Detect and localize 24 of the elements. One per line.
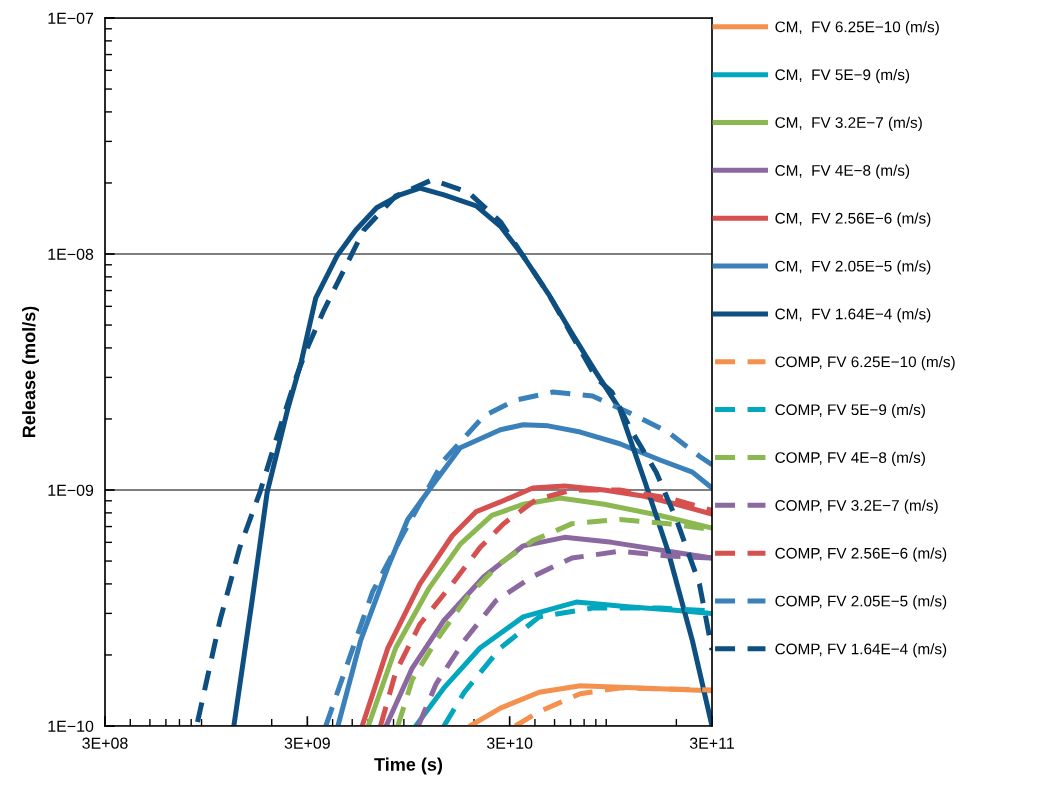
- legend-label: COMP, FV 3.2E−7 (m/s): [775, 499, 938, 514]
- legend-label: COMP, FV 6.25E−10 (m/s): [775, 356, 955, 371]
- y-axis-title: Release (mol/s): [22, 306, 39, 438]
- legend-label: COMP, FV 2.05E−5 (m/s): [775, 595, 947, 610]
- legend-label: CM, FV 4E−8 (m/s): [775, 164, 910, 179]
- legend-label: COMP, FV 5E−9 (m/s): [775, 403, 925, 419]
- legend-label: CM, FV 2.05E−5 (m/s): [775, 260, 931, 275]
- legend-label: COMP, FV 2.56E−6 (m/s): [775, 547, 947, 562]
- y-tick-label: 1E−10: [48, 720, 94, 732]
- x-tick-label: 3E+09: [284, 737, 330, 749]
- legend-label: COMP, FV 1.64E−4 (m/s): [775, 643, 947, 658]
- legend-label: CM, FV 3.2E−7 (m/s): [775, 116, 922, 131]
- y-tick-label: 1E−09: [48, 484, 94, 496]
- legend-label: CM, FV 1.64E−4 (m/s): [775, 308, 931, 323]
- x-axis-title: Time (s): [374, 757, 443, 775]
- legend-label: CM, FV 2.56E−6 (m/s): [775, 212, 931, 227]
- x-tick-label: 3E+08: [82, 737, 128, 749]
- legend-label: CM, FV 5E−9 (m/s): [775, 68, 910, 84]
- y-tick-label: 1E−07: [48, 12, 94, 24]
- x-tick-label: 3E+10: [486, 737, 533, 749]
- y-tick-label: 1E−08: [48, 248, 94, 260]
- legend-label: CM, FV 6.25E−10 (m/s): [775, 21, 939, 36]
- x-tick-label: 3E+11: [689, 737, 734, 749]
- legend-label: COMP, FV 4E−8 (m/s): [775, 451, 925, 466]
